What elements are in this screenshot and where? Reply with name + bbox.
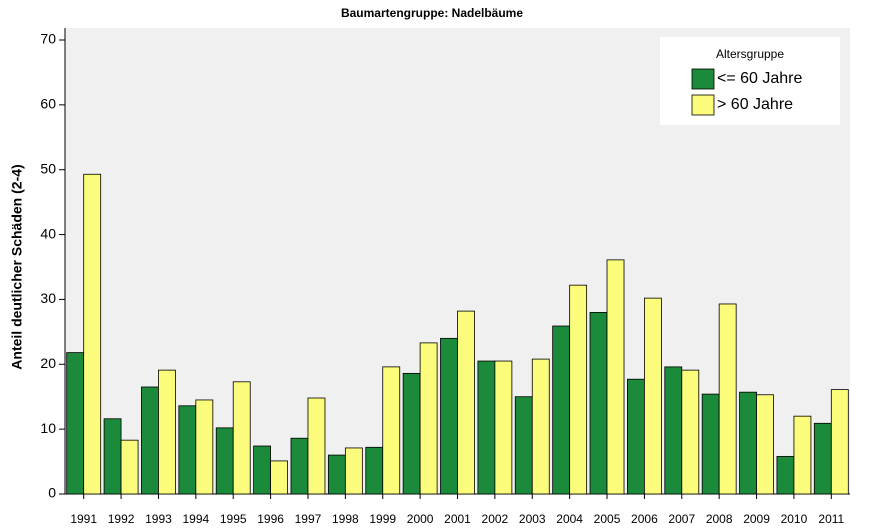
bar	[83, 173, 102, 495]
y-tick-label: 40	[40, 225, 56, 241]
bar	[66, 352, 85, 495]
legend-title: Altersgruppe	[716, 47, 784, 61]
bar	[494, 360, 513, 495]
bar	[552, 325, 571, 495]
bar	[158, 369, 176, 495]
legend-label: > 60 Jahre	[717, 96, 793, 113]
bar	[830, 389, 849, 495]
bar	[290, 437, 309, 495]
bar	[756, 394, 774, 495]
bar	[103, 418, 122, 495]
bar	[793, 415, 812, 495]
legend-label: <= 60 Jahre	[717, 70, 803, 87]
y-axis-label: Anteil deutlicher Schäden (2-4)	[9, 164, 25, 369]
bar	[681, 369, 700, 495]
bar	[718, 303, 737, 495]
bar	[606, 259, 625, 495]
bar	[589, 311, 608, 495]
bar	[344, 447, 363, 495]
x-tick-label: 1992	[108, 512, 135, 526]
x-tick-label: 1995	[220, 512, 247, 526]
bar	[178, 405, 197, 495]
x-tick-label: 2002	[482, 512, 509, 526]
y-tick-label: 10	[40, 420, 56, 436]
x-tick-label: 2006	[631, 512, 658, 526]
bar	[440, 337, 458, 495]
bar	[813, 422, 832, 495]
x-tick-label: 2001	[444, 512, 471, 526]
bar	[627, 378, 645, 495]
bar	[644, 297, 662, 495]
bar	[402, 372, 421, 495]
bar	[141, 386, 159, 495]
bar	[569, 284, 588, 495]
bar	[701, 393, 720, 495]
bar	[215, 427, 234, 495]
bar	[232, 381, 251, 495]
bar	[457, 310, 475, 495]
x-tick-label: 2004	[556, 512, 583, 526]
y-tick-label: 20	[40, 355, 56, 371]
bar	[419, 342, 438, 495]
legend-swatch	[691, 94, 715, 116]
legend-box	[660, 37, 840, 125]
bar	[382, 366, 401, 495]
chart-title: Baumartengruppe: Nadelbäume	[341, 6, 523, 20]
y-tick-label: 70	[40, 31, 56, 47]
x-tick-label: 2008	[706, 512, 733, 526]
bar	[307, 397, 326, 495]
y-tick-label: 50	[40, 160, 56, 176]
y-tick-label: 30	[40, 290, 56, 306]
x-tick-label: 2009	[743, 512, 770, 526]
x-tick-label: 2003	[519, 512, 546, 526]
bar	[739, 391, 757, 495]
bar	[327, 454, 346, 495]
x-tick-label: 1993	[145, 512, 172, 526]
x-tick-label: 1996	[257, 512, 284, 526]
y-tick-label: 60	[40, 96, 56, 112]
x-tick-label: 2011	[818, 512, 844, 526]
x-tick-label: 1991	[70, 512, 97, 526]
bar	[776, 455, 795, 495]
x-tick-label: 1998	[332, 512, 359, 526]
bar	[253, 445, 271, 495]
x-tick-label: 1997	[295, 512, 322, 526]
bar	[270, 460, 288, 495]
bar	[195, 399, 214, 495]
bar	[664, 366, 683, 495]
legend-swatch	[691, 68, 715, 90]
y-tick-label: 0	[48, 485, 56, 501]
x-tick-label: 1994	[182, 512, 209, 526]
bar	[477, 360, 496, 495]
bar	[514, 396, 533, 495]
x-tick-label: 2007	[668, 512, 695, 526]
x-tick-label: 2000	[407, 512, 434, 526]
bar	[531, 358, 550, 495]
x-tick-label: 1999	[369, 512, 396, 526]
x-tick-label: 2010	[781, 512, 808, 526]
bar	[365, 446, 384, 495]
bar	[120, 439, 139, 495]
x-tick-label: 2005	[594, 512, 621, 526]
